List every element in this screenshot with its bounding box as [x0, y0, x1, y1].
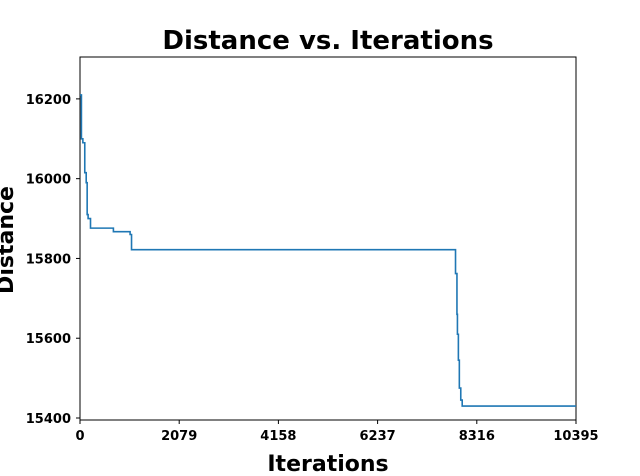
y-tick-label: 15800: [26, 252, 71, 267]
series-line-distance: [80, 94, 576, 407]
x-axis-label: Iterations: [267, 452, 388, 476]
axes-frame: [79, 56, 577, 421]
x-tick-label: 10395: [553, 429, 598, 444]
x-tick-label: 8316: [459, 429, 495, 444]
chart-title: Distance vs. Iterations: [162, 26, 493, 56]
x-tick-label: 2079: [161, 429, 197, 444]
x-tick-label: 6237: [360, 429, 396, 444]
y-axis-ticks: 15400 15600 15800 16000 16200: [26, 93, 80, 427]
y-axis-label: Distance: [0, 186, 19, 294]
y-tick-label: 16200: [26, 93, 71, 108]
plot-area: [79, 56, 577, 421]
x-axis-ticks: 0 2079 4158 6237 8316 10395: [75, 420, 599, 444]
x-tick-label: 4158: [260, 429, 296, 444]
y-tick-label: 15600: [26, 332, 71, 347]
x-tick-label: 0: [75, 429, 84, 444]
y-tick-label: 16000: [26, 173, 71, 188]
y-tick-label: 15400: [26, 412, 71, 427]
